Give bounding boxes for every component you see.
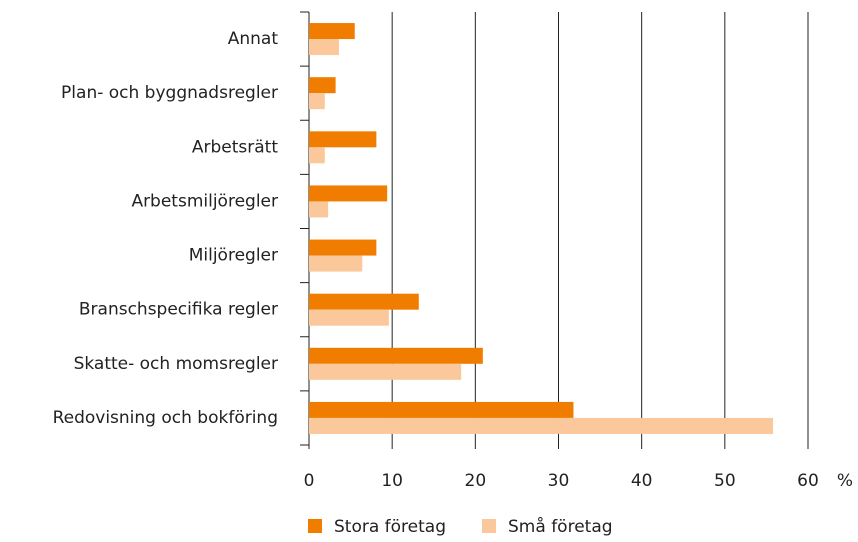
bar bbox=[309, 401, 574, 418]
bar bbox=[309, 93, 325, 110]
x-tick-label: 60 bbox=[797, 471, 819, 491]
bar bbox=[309, 363, 462, 380]
bar bbox=[309, 255, 363, 272]
y-tick-label: Annat bbox=[228, 29, 279, 49]
bar bbox=[309, 147, 325, 164]
bar bbox=[309, 77, 336, 94]
x-tick-label: 30 bbox=[548, 471, 570, 491]
bar bbox=[309, 417, 774, 434]
legend-swatch bbox=[482, 519, 497, 533]
y-tick-label: Arbetsmiljöregler bbox=[131, 191, 278, 211]
x-axis-label: % bbox=[837, 471, 853, 491]
bar bbox=[309, 239, 377, 256]
legend-label: Små företag bbox=[508, 516, 613, 537]
bar bbox=[309, 23, 355, 40]
x-tick-label: 40 bbox=[631, 471, 653, 491]
y-tick-label: Redovisning och bokföring bbox=[53, 408, 278, 428]
bar bbox=[309, 201, 329, 218]
x-tick-label: 10 bbox=[381, 471, 403, 491]
y-tick-label: Arbetsrätt bbox=[192, 137, 278, 157]
bar bbox=[309, 347, 483, 364]
legend-swatch bbox=[308, 519, 322, 533]
bar bbox=[309, 131, 377, 148]
bar bbox=[309, 309, 389, 326]
bar bbox=[309, 39, 339, 56]
y-tick-label: Skatte- och momsregler bbox=[74, 354, 278, 374]
y-tick-label: Branschspecifika regler bbox=[79, 300, 278, 320]
x-tick-label: 0 bbox=[304, 471, 315, 491]
bar bbox=[309, 185, 388, 202]
bar bbox=[309, 293, 419, 310]
y-tick-label: Miljöregler bbox=[189, 246, 278, 266]
legend-label: Stora företag bbox=[334, 517, 446, 537]
x-tick-label: 20 bbox=[465, 471, 487, 491]
x-tick-label: 50 bbox=[714, 471, 736, 491]
y-tick-label: Plan- och byggnadsregler bbox=[61, 83, 278, 103]
